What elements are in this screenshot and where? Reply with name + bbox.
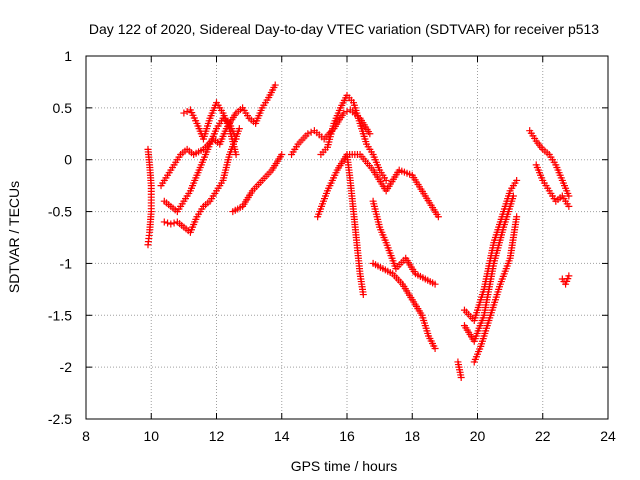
data-point [457,374,465,382]
data-point [180,109,188,117]
x-tick-label: 20 [470,428,486,444]
data-point [565,192,573,200]
x-tick-label: 10 [143,428,159,444]
x-axis-label: GPS time / hours [291,458,398,474]
data-point-trail [170,219,178,227]
data-points [144,81,573,382]
data-point [565,272,573,280]
data-point [359,291,367,299]
data-point-trail [164,219,172,227]
data-point [513,213,521,221]
data-point [235,125,243,133]
data-point [160,218,168,226]
data-point [271,81,279,89]
data-point [565,202,573,210]
series-arc-18 [532,161,573,210]
ticks: 8 10 12 14 16 18 20 22 24 -2.5 -2 -1.5 -1 -0.5 0 0.5 1 [48,48,616,444]
y-tick-label: 0.5 [53,100,73,116]
y-axis-label: SDTVAR / TECUs [6,181,22,293]
data-point [167,220,175,228]
data-point [232,151,240,159]
x-tick-label: 8 [82,428,90,444]
data-point-trail [183,107,191,115]
data-point [278,151,286,159]
data-point [366,130,374,138]
data-point [431,280,439,288]
y-tick-label: -2.5 [48,411,72,427]
data-point [304,130,312,138]
y-tick-label: -2 [60,359,73,375]
y-tick-label: 1 [64,48,72,64]
data-point [144,241,152,249]
series-arc-12 [369,259,439,352]
data-point [434,213,442,221]
series-arc-13 [454,358,465,382]
x-tick-label: 12 [209,428,225,444]
series-arc-19 [558,272,573,288]
series-arc-15 [460,192,517,345]
series-arc-17 [526,127,573,200]
x-tick-label: 16 [339,428,355,444]
series-arc-8 [317,91,390,184]
y-tick-label: -0.5 [48,204,72,220]
chart-title: Day 122 of 2020, Sidereal Day-to-day VTE… [89,21,599,37]
series-arc-5 [180,99,240,159]
series-arc-2 [157,81,279,190]
series-arc-16 [470,213,521,366]
y-tick-label: -1.5 [48,307,72,323]
data-point [382,176,390,184]
data-point [431,344,439,352]
series-arc-1 [144,145,155,249]
y-tick-label: -1 [60,255,73,271]
x-tick-label: 22 [535,428,551,444]
series-arc-9 [314,151,367,299]
series-arc-6 [229,151,286,216]
data-point [509,192,517,200]
y-tick-label: 0 [64,152,72,168]
x-tick-label: 14 [274,428,290,444]
data-point [513,176,521,184]
x-tick-label: 18 [404,428,420,444]
x-tick-label: 24 [600,428,616,444]
series-arc-11 [369,197,439,288]
series-arc-10 [343,151,442,221]
